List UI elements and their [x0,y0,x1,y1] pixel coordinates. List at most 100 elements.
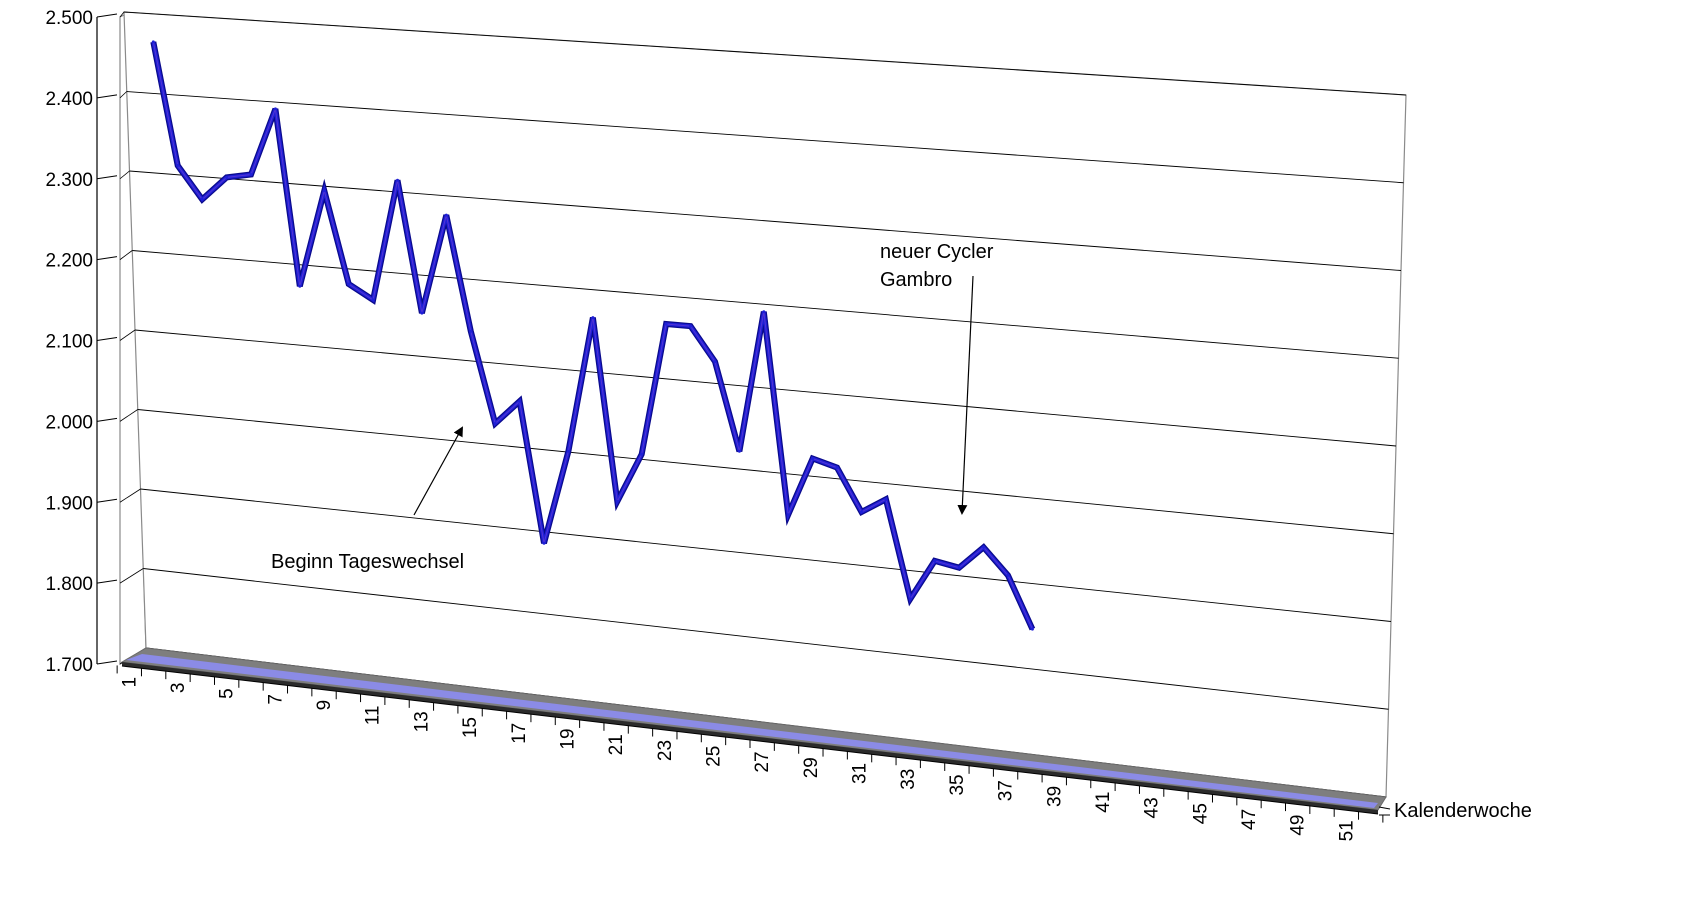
y-tick-mark [96,13,118,18]
grid-line [129,170,1402,271]
y-tick-mark [96,660,118,665]
annotation-label: Beginn Tageswechsel [271,551,464,573]
x-tick-label: 45 [1190,803,1211,824]
y-tick-mark [96,256,118,261]
data-point [225,175,229,179]
x-tick-label: 21 [606,734,627,755]
annotation-arrow [413,426,463,516]
annotation-label: neuer Cycler Gambro [880,241,994,291]
floor-series-band [126,654,1378,808]
x-tick-label: 29 [801,757,822,778]
grid-line [137,409,1394,535]
data-point [298,284,302,288]
data-point [347,282,351,286]
data-point [933,559,937,563]
data-point [420,311,424,315]
side-grid-line [119,170,130,180]
x-tick-label: 25 [703,746,724,767]
side-grid-line [119,488,141,503]
annotations: Beginn Tageswechsel neuer Cycler Gambro [271,241,994,573]
side-grid-line [119,568,144,584]
data-point [957,566,961,570]
x-tick-label: 13 [411,711,432,732]
x-tick-label: 49 [1288,815,1309,836]
side-grid-line [119,11,125,18]
x-tick-label: 3 [168,683,189,694]
data-point [518,399,522,403]
x-tick-label: 19 [557,728,578,749]
x-tick-label: 33 [898,769,919,790]
x-tick-label: 7 [265,694,286,705]
data-point [689,324,692,328]
x-tick-label: 39 [1044,786,1065,807]
side-grid-line [119,91,128,99]
x-tick-label: 15 [460,717,481,738]
grid-line [140,488,1392,622]
x-tick-label: 51 [1336,820,1357,841]
data-point [762,310,766,314]
y-tick-mark [96,579,118,584]
data-point [566,449,570,453]
data-point [737,449,741,453]
y-tick-label: 2.400 [45,89,93,110]
y-tick-label: 2.500 [45,8,93,29]
data-point [1030,627,1034,631]
data-point [444,213,448,217]
side-grid-line [119,409,138,422]
series-layer [150,40,1036,631]
annotation-arrow [957,275,974,515]
data-point [615,499,619,503]
grid-line [143,568,1389,710]
data-point [713,360,717,364]
x-tick-label: 47 [1239,809,1260,830]
grid-lines [119,11,1407,798]
data-point [469,329,473,333]
data-point [200,197,204,201]
x-tick-label: 1 [119,677,140,688]
data-point [249,173,253,176]
data-point [786,513,790,517]
x-title-tick [1378,806,1391,810]
data-point [273,107,277,111]
x-tick-label: 41 [1093,792,1114,813]
y-axis-ticks: 1.700 1.800 1.900 2.000 2.100 2.200 2.300 2.400… [45,8,118,676]
y-tick-label: 2.200 [45,251,93,272]
x-tick-label: 31 [850,763,871,784]
x-tick-label: 9 [314,700,335,711]
y-tick-label: 1.800 [45,574,93,595]
y-tick-mark [96,498,118,503]
side-grid-line [119,250,133,260]
grid-line [123,11,1407,96]
x-tick-label: 35 [947,774,968,795]
x-tick-label: 17 [509,723,530,744]
data-point [982,545,986,549]
x-tick-label: 5 [217,688,238,699]
y-tick-label: 2.300 [45,170,93,191]
side-grid-line [119,329,136,341]
grid-line [126,91,1404,184]
x-tick-label: 11 [363,706,384,726]
x-tick-label: 23 [655,740,676,761]
data-point [371,298,375,302]
y-tick-mark [96,417,118,422]
x-tick-label: 37 [996,780,1017,801]
data-point [908,597,912,601]
data-point [884,497,888,501]
data-point [811,457,815,460]
data-point [322,189,326,193]
data-point [860,510,863,514]
data-point [640,452,644,456]
grid-line [134,329,1397,447]
data-point [176,164,180,167]
data-point [396,178,399,182]
data-point [591,316,595,320]
x-tick-label: 27 [752,751,773,772]
y-tick-label: 2.000 [45,412,93,433]
y-tick-label: 1.700 [45,655,93,676]
data-point [1006,573,1010,577]
y-tick-mark [96,337,118,341]
data-point [151,40,155,44]
data-point [664,322,668,326]
